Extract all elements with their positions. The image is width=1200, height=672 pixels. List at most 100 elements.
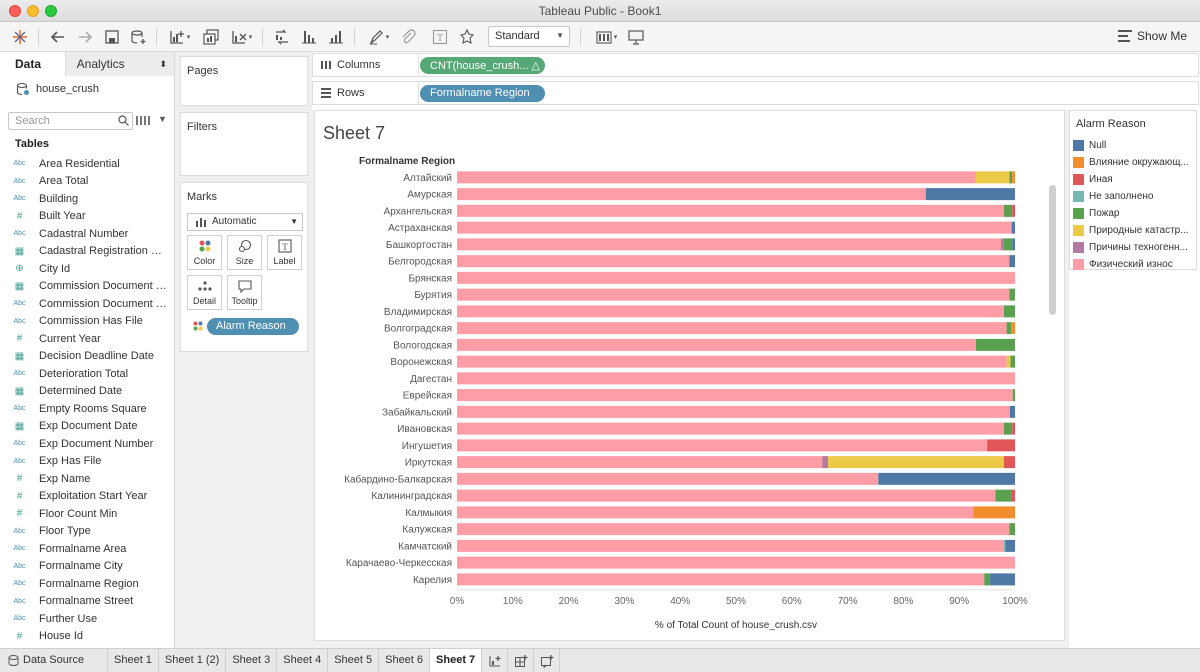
sheet-tab[interactable]: Sheet 3 (226, 649, 278, 672)
field-item[interactable]: # House Id (0, 628, 174, 646)
sheet-tab[interactable]: Sheet 1 (2) (159, 649, 227, 672)
category-label[interactable]: Ингушетия (402, 441, 452, 452)
tab-analytics[interactable]: Analytics ⬍ (64, 52, 174, 76)
bar-segment[interactable] (1009, 405, 1015, 418)
show-me-button[interactable]: Show Me (1118, 29, 1187, 43)
bar-segment[interactable] (984, 573, 990, 586)
bar-segment[interactable] (457, 389, 1013, 402)
label-button[interactable]: T Label (267, 235, 302, 270)
category-label[interactable]: Белгородская (388, 257, 452, 268)
category-label[interactable]: Дагестан (410, 374, 452, 385)
field-item[interactable]: Abc Building (0, 190, 174, 208)
bar-segment[interactable] (1009, 288, 1015, 301)
category-label[interactable]: Калужская (402, 525, 452, 536)
field-item[interactable]: Abc Formalname Region (0, 575, 174, 593)
bar-segment[interactable] (457, 573, 985, 586)
redo-icon[interactable] (75, 27, 95, 47)
bar-segment[interactable] (457, 271, 1015, 284)
tab-data[interactable]: Data (0, 52, 65, 76)
category-label[interactable]: Волгоградская (384, 324, 452, 335)
category-label[interactable]: Карелия (413, 575, 452, 586)
bar-segment[interactable] (1006, 322, 1012, 335)
group-icon[interactable] (398, 27, 418, 47)
duplicate-icon[interactable] (200, 27, 222, 47)
minimize-window-button[interactable] (27, 5, 39, 17)
bar-segment[interactable] (973, 506, 1015, 519)
field-item[interactable]: ▦ Determined Date (0, 383, 174, 401)
legend-item[interactable]: Не заполнено (1073, 188, 1195, 205)
bar-segment[interactable] (457, 372, 1015, 385)
legend-item[interactable]: Физический износ (1073, 256, 1195, 273)
category-label[interactable]: Ивановская (397, 424, 452, 435)
field-item[interactable]: Abc Commission Has File (0, 313, 174, 331)
field-item[interactable]: Abc Formalname Street (0, 593, 174, 611)
bar-segment[interactable] (1011, 489, 1015, 502)
list-view-icon[interactable] (136, 115, 150, 126)
bar-segment[interactable] (822, 456, 829, 469)
clear-icon[interactable]: ▾ (226, 27, 256, 47)
undo-icon[interactable] (48, 27, 68, 47)
bar-segment[interactable] (975, 338, 1015, 351)
marks-type-dropdown[interactable]: Automatic ▼ (187, 213, 303, 231)
field-item[interactable]: Abc Deterioration Total (0, 365, 174, 383)
bar-segment[interactable] (1005, 539, 1015, 552)
bar-segment[interactable] (1012, 238, 1015, 251)
category-label[interactable]: Архангельская (384, 206, 452, 217)
category-label[interactable]: Алтайский (403, 173, 452, 184)
bar-segment[interactable] (457, 556, 1015, 569)
chevron-down-icon[interactable]: ▼ (158, 114, 167, 124)
bar-segment[interactable] (457, 489, 996, 502)
bar-segment[interactable] (457, 422, 1004, 435)
field-item[interactable]: Abc Cadastral Number (0, 225, 174, 243)
vertical-scrollbar[interactable] (1049, 185, 1056, 315)
legend-item[interactable]: Пожар (1073, 205, 1195, 222)
swap-icon[interactable] (272, 27, 292, 47)
category-label[interactable]: Кабардино-Балкарская (344, 473, 452, 485)
tableau-logo-icon[interactable] (10, 27, 30, 47)
bar-segment[interactable] (975, 171, 1010, 184)
field-item[interactable]: Abc Area Total (0, 173, 174, 191)
alarm-reason-pill[interactable]: Alarm Reason (207, 318, 299, 335)
category-label[interactable]: Камчатский (398, 541, 452, 552)
field-item[interactable]: ⊕ City Id (0, 260, 174, 278)
bar-segment[interactable] (457, 171, 976, 184)
presentation-icon[interactable] (626, 27, 646, 47)
new-worksheet-icon[interactable]: ▾ (165, 27, 193, 47)
bar-segment[interactable] (457, 439, 988, 452)
tab-data-source[interactable]: Data Source (0, 649, 108, 672)
bar-segment[interactable] (995, 489, 1012, 502)
new-datasource-icon[interactable] (128, 27, 148, 47)
label-icon[interactable]: T (430, 27, 450, 47)
datasource-item[interactable]: house_crush (0, 76, 174, 102)
bar-segment[interactable] (457, 405, 1010, 418)
bar-segment[interactable] (457, 338, 976, 351)
close-window-button[interactable] (9, 5, 21, 17)
sort-descending-icon[interactable] (326, 27, 346, 47)
bar-segment[interactable] (1003, 456, 1015, 469)
category-label[interactable]: Карачаево-Черкесская (346, 558, 452, 569)
field-item[interactable]: ▦ Exp Document Date (0, 418, 174, 436)
bar-segment[interactable] (1011, 322, 1015, 335)
bar-segment[interactable] (989, 573, 1015, 586)
bar-segment[interactable] (1012, 422, 1015, 435)
field-item[interactable]: Abc Exp Has File (0, 453, 174, 471)
bar-segment[interactable] (1006, 355, 1011, 368)
bar-segment[interactable] (457, 288, 1010, 301)
bar-segment[interactable] (1003, 422, 1013, 435)
category-label[interactable]: Астраханская (388, 223, 452, 234)
detail-button[interactable]: Detail (187, 275, 222, 310)
bar-segment[interactable] (457, 506, 974, 519)
field-item[interactable]: ▦ Decision Deadline Date (0, 348, 174, 366)
field-item[interactable]: Abc Empty Rooms Square (0, 400, 174, 418)
color-button[interactable]: Color (187, 235, 222, 270)
tooltip-button[interactable]: Tooltip (227, 275, 262, 310)
bar-segment[interactable] (878, 472, 1015, 485)
sheet-tab[interactable]: Sheet 1 (108, 649, 159, 672)
field-item[interactable]: Abc Area Residential (0, 155, 174, 173)
category-label[interactable]: Амурская (407, 190, 452, 201)
bar-segment[interactable] (1009, 523, 1015, 536)
bar-segment[interactable] (1003, 204, 1013, 217)
bar-segment[interactable] (1003, 539, 1006, 552)
sheet-tab[interactable]: Sheet 7 (430, 649, 483, 672)
bar-segment[interactable] (1012, 171, 1015, 184)
